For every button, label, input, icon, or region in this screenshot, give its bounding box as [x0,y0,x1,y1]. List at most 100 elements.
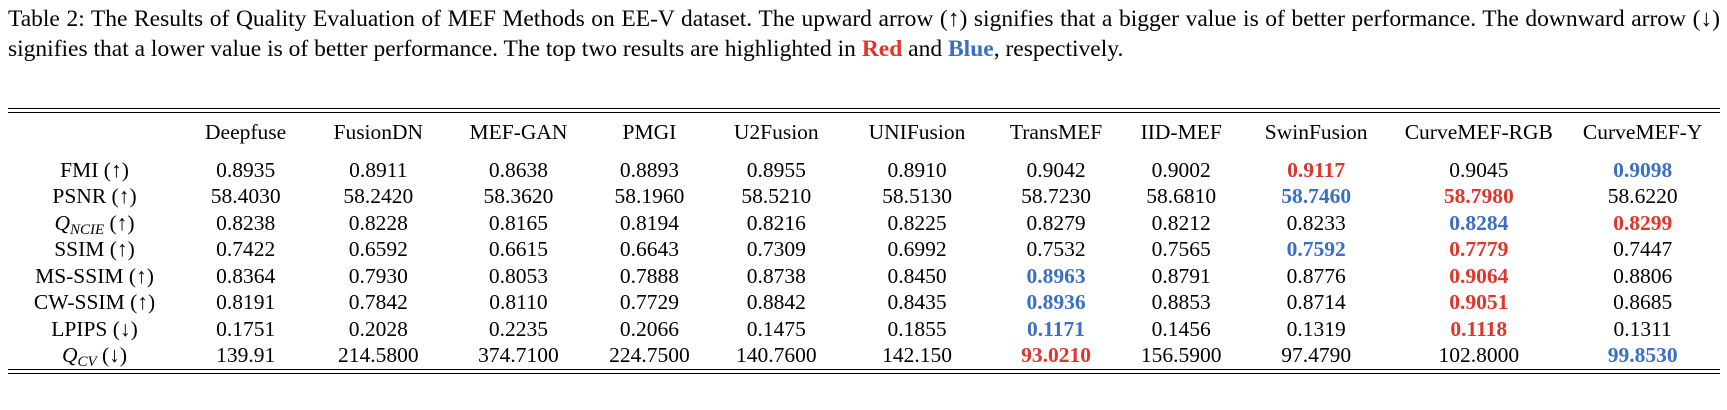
table-cell: 0.8450 [887,263,947,288]
table-cell: 0.8936 [1026,290,1086,315]
table-body: FMI (↑) 0.8935 0.8911 0.8638 0.8893 0.8955 0.8… [8,151,1720,371]
table-row: CW-SSIM (↑) 0.8191 0.7842 0.8110 0.7729 0.884… [8,290,1720,317]
table-cell: 58.7980 [1443,184,1514,209]
table-cell: 0.8053 [488,263,549,288]
table-cell: 0.8776 [1286,263,1346,288]
table-cell: 0.1456 [1151,316,1211,341]
table-cell: 58.7230 [1021,184,1091,209]
metric-direction: (↑) [104,210,135,235]
column-header: FusionDN [333,119,424,144]
table-row: LPIPS (↓) 0.1751 0.2028 0.2235 0.2066 0.1475 0… [8,316,1720,343]
table-cell: 99.8530 [1607,343,1678,368]
table-cell: 0.8791 [1151,263,1211,288]
table-cell: 0.8364 [216,263,276,288]
table-cell: 0.8299 [1613,210,1673,235]
table-cell: 0.7930 [348,263,408,288]
top-rule-double [8,112,1720,113]
table-cell: 0.1751 [216,316,276,341]
column-header: CurveMEF-Y [1582,119,1703,144]
table-cell: 0.7532 [1026,237,1086,262]
metric-direction: (↓) [96,343,128,368]
table-cell: 0.8216 [746,210,806,235]
results-table-container: Deepfuse FusionDN MEF-GAN PMGI U2Fusion UNIFu… [8,108,1720,374]
table-cell: 0.8893 [619,157,679,182]
table-cell: 0.8638 [488,157,549,182]
table-cell: 0.7592 [1286,237,1346,262]
table-cell: 0.7842 [348,290,408,315]
table-cell: 0.8212 [1151,210,1211,235]
table-cell: 58.2420 [343,184,414,209]
table-cell: 0.8191 [216,290,276,315]
table-cell: 0.8963 [1026,263,1086,288]
metric-symbol: Q [54,210,70,235]
table-cell: 0.7779 [1449,237,1509,262]
table-cell: 0.6592 [348,237,408,262]
table-cell: 58.3620 [483,184,554,209]
table-cell: 0.7447 [1613,237,1673,262]
column-header: SwinFusion [1264,119,1368,144]
table-cell: 156.5900 [1140,343,1222,368]
metric-symbol-wrap: QCV [61,343,97,370]
table-cell: 0.7422 [216,237,276,262]
table-cell: 0.8911 [349,157,408,182]
table-cell: 0.2235 [488,316,549,341]
table-cell: 58.1960 [614,184,685,209]
table-cell: 58.5210 [741,184,812,209]
row-metric-label: QCV (↓) [8,343,181,370]
table-cell: 102.8000 [1438,343,1520,368]
table-cell: 0.8842 [746,290,806,315]
row-metric-label: MS-SSIM (↑) [35,263,154,288]
table-row: MS-SSIM (↑) 0.8364 0.7930 0.8053 0.7888 0.873… [8,263,1720,290]
table-cell: 0.9051 [1449,290,1509,315]
column-header: U2Fusion [733,119,819,144]
table-cell: 0.8738 [746,263,806,288]
table-cell: 224.7500 [609,343,690,368]
table-cell: 0.8110 [489,290,548,315]
table-cell: 0.8238 [216,210,276,235]
table-cell: 0.1319 [1286,316,1346,341]
table-cell: 0.9064 [1449,263,1509,288]
table-row: QCV (↓) 139.91 214.5800 374.7100 224.7500 140… [8,343,1720,370]
table-cell: 0.1171 [1027,316,1085,341]
table-cell: 139.91 [216,343,276,368]
column-header: TransMEF [1009,119,1103,144]
table-cell: 0.8165 [488,210,549,235]
metric-subscript: NCIE [69,221,105,238]
row-metric-label: SSIM (↑) [54,237,135,262]
table-cell: 142.150 [882,343,952,368]
metric-symbol: Q [61,343,78,368]
header-row: Deepfuse FusionDN MEF-GAN PMGI U2Fusion UNIFu… [8,113,1720,151]
table-row: FMI (↑) 0.8935 0.8911 0.8638 0.8893 0.8955 0.8… [8,151,1720,184]
caption-text-1: Table 2: The Results of Quality Evaluati… [8,6,1720,62]
metric-symbol-wrap: QNCIE [54,210,105,238]
table-cell: 0.1855 [887,316,947,341]
table-cell: 140.7600 [735,343,817,368]
table-cell: 0.8228 [348,210,408,235]
row-metric-label: CW-SSIM (↑) [33,290,156,315]
column-header: Deepfuse [205,119,287,144]
table-cell: 0.8910 [887,157,947,182]
table-cell: 58.6220 [1607,184,1678,209]
table-cell: 0.2066 [619,316,679,341]
table-cell: 0.7309 [746,237,806,262]
table-cell: 0.8233 [1286,210,1346,235]
column-header: MEF-GAN [469,119,568,144]
row-metric-label: FMI (↑) [60,157,129,182]
table-cell: 0.9098 [1613,157,1673,182]
table-cell: 0.8685 [1613,290,1673,315]
table-row: PSNR (↑) 58.4030 58.2420 58.3620 58.1960 58.5… [8,184,1720,211]
table-cell: 0.9002 [1151,157,1211,182]
caption-blue-word: Blue [947,36,994,62]
table-cell: 0.6615 [488,237,549,262]
table-cell: 58.5130 [882,184,952,209]
table-cell: 0.7565 [1151,237,1211,262]
table-cell: 0.1118 [1450,316,1508,341]
table-cell: 214.5800 [337,343,419,368]
column-header: IID-MEF [1140,119,1222,144]
table-cell: 0.8853 [1151,290,1211,315]
table-cell: 374.7100 [478,343,559,368]
caption-and-word: and [902,36,948,62]
top-rule [8,108,1720,109]
table-cell: 0.1311 [1613,316,1672,341]
table-cell: 58.7460 [1281,184,1352,209]
